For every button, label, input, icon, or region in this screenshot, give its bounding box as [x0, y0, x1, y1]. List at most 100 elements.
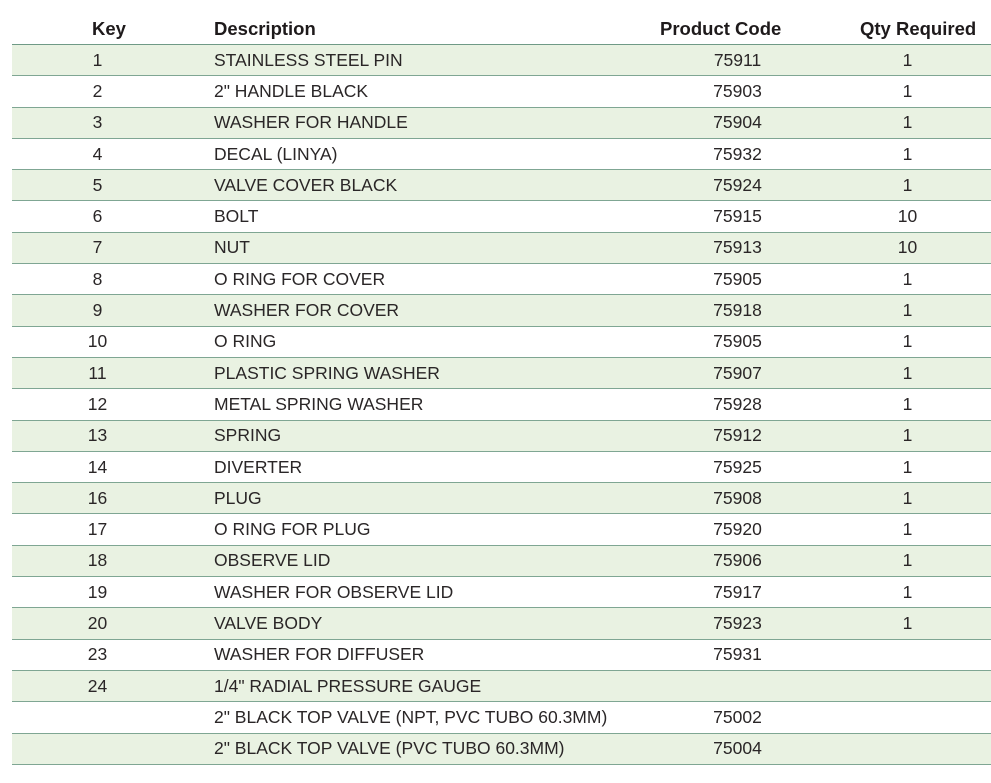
cell-description: VALVE COVER BLACK: [207, 169, 650, 202]
header-qty-required: Qty Required: [828, 13, 991, 45]
table-row: 17 O RING FOR PLUG 75920 1: [12, 513, 991, 546]
table-row: 3 WASHER FOR HANDLE 75904 1: [12, 107, 991, 139]
cell-key: 13: [12, 420, 207, 452]
cell-key: 12: [12, 388, 207, 421]
table-row: 24 1/4" RADIAL PRESSURE GAUGE: [12, 670, 991, 703]
table-row: 1 STAINLESS STEEL PIN 75911 1: [12, 44, 991, 77]
parts-table: Key Description Product Code Qty Require…: [12, 13, 991, 765]
cell-product-code: 75932: [650, 138, 828, 171]
table-row: 7 NUT 75913 10: [12, 232, 991, 265]
table-row: 6 BOLT 75915 10: [12, 200, 991, 233]
cell-description: O RING FOR PLUG: [207, 513, 650, 546]
cell-qty-required: 1: [828, 138, 991, 171]
cell-qty-required: 1: [828, 513, 991, 546]
cell-qty-required: [828, 733, 991, 765]
cell-key: 23: [12, 639, 207, 671]
cell-qty-required: 1: [828, 357, 991, 390]
cell-product-code: 75924: [650, 169, 828, 202]
table-row: 4 DECAL (LINYA) 75932 1: [12, 138, 991, 171]
cell-product-code: 75907: [650, 357, 828, 390]
cell-description: 2" BLACK TOP VALVE (NPT, PVC TUBO 60.3MM…: [207, 701, 650, 734]
cell-product-code: 75923: [650, 607, 828, 640]
cell-description: DIVERTER: [207, 451, 650, 484]
cell-qty-required: 1: [828, 107, 991, 139]
table-row: 20 VALVE BODY 75923 1: [12, 607, 991, 640]
table-body: 1 STAINLESS STEEL PIN 75911 1 2 2" HANDLE BLA…: [12, 44, 991, 765]
cell-description: PLUG: [207, 482, 650, 515]
cell-key: 10: [12, 326, 207, 358]
cell-description: O RING FOR COVER: [207, 263, 650, 296]
cell-qty-required: 1: [828, 576, 991, 609]
cell-product-code: 75915: [650, 200, 828, 233]
cell-product-code: 75908: [650, 482, 828, 515]
cell-key: 19: [12, 576, 207, 609]
cell-description: VALVE BODY: [207, 607, 650, 640]
cell-qty-required: 1: [828, 326, 991, 358]
cell-description: WASHER FOR DIFFUSER: [207, 639, 650, 671]
cell-key: 20: [12, 607, 207, 640]
cell-key: [12, 701, 207, 734]
cell-product-code: 75903: [650, 75, 828, 108]
cell-key: 3: [12, 107, 207, 139]
cell-description: WASHER FOR HANDLE: [207, 107, 650, 139]
cell-description: WASHER FOR OBSERVE LID: [207, 576, 650, 609]
table-row: 5 VALVE COVER BLACK 75924 1: [12, 169, 991, 202]
cell-product-code: 75002: [650, 701, 828, 734]
cell-key: 18: [12, 545, 207, 578]
cell-qty-required: [828, 701, 991, 734]
cell-description: OBSERVE LID: [207, 545, 650, 578]
cell-qty-required: 1: [828, 75, 991, 108]
cell-qty-required: 1: [828, 482, 991, 515]
cell-key: 2: [12, 75, 207, 108]
cell-product-code: 75906: [650, 545, 828, 578]
table-header: Key Description Product Code Qty Require…: [12, 13, 991, 45]
cell-qty-required: 1: [828, 451, 991, 484]
table-row: 10 O RING 75905 1: [12, 326, 991, 358]
table-row: 19 WASHER FOR OBSERVE LID 75917 1: [12, 576, 991, 609]
cell-key: 14: [12, 451, 207, 484]
cell-key: 1: [12, 44, 207, 77]
cell-description: 1/4" RADIAL PRESSURE GAUGE: [207, 670, 650, 703]
cell-product-code: 75912: [650, 420, 828, 452]
cell-qty-required: 1: [828, 44, 991, 77]
table-row: 13 SPRING 75912 1: [12, 420, 991, 452]
cell-description: METAL SPRING WASHER: [207, 388, 650, 421]
cell-qty-required: 10: [828, 200, 991, 233]
header-key: Key: [12, 13, 207, 45]
cell-description: 2" BLACK TOP VALVE (PVC TUBO 60.3MM): [207, 733, 650, 765]
cell-key: 6: [12, 200, 207, 233]
cell-product-code: 75905: [650, 263, 828, 296]
cell-key: 17: [12, 513, 207, 546]
cell-product-code: 75911: [650, 44, 828, 77]
table-row: 23 WASHER FOR DIFFUSER 75931: [12, 639, 991, 671]
cell-description: O RING: [207, 326, 650, 358]
cell-key: 5: [12, 169, 207, 202]
cell-qty-required: [828, 670, 991, 703]
header-description: Description: [207, 13, 650, 45]
cell-qty-required: 1: [828, 420, 991, 452]
cell-description: DECAL (LINYA): [207, 138, 650, 171]
table-row: 2" BLACK TOP VALVE (PVC TUBO 60.3MM) 7500…: [12, 733, 991, 765]
cell-qty-required: 1: [828, 388, 991, 421]
table-row: 11 PLASTIC SPRING WASHER 75907 1: [12, 357, 991, 390]
cell-key: 8: [12, 263, 207, 296]
cell-product-code: 75004: [650, 733, 828, 765]
cell-product-code: 75917: [650, 576, 828, 609]
table-row: 18 OBSERVE LID 75906 1: [12, 545, 991, 578]
cell-qty-required: 1: [828, 169, 991, 202]
cell-description: PLASTIC SPRING WASHER: [207, 357, 650, 390]
cell-key: 7: [12, 232, 207, 265]
cell-product-code: 75905: [650, 326, 828, 358]
cell-qty-required: 10: [828, 232, 991, 265]
cell-qty-required: [828, 639, 991, 671]
table-row: 14 DIVERTER 75925 1: [12, 451, 991, 484]
cell-description: SPRING: [207, 420, 650, 452]
cell-key: 11: [12, 357, 207, 390]
cell-product-code: 75904: [650, 107, 828, 139]
cell-product-code: [650, 670, 828, 703]
cell-product-code: 75928: [650, 388, 828, 421]
cell-description: STAINLESS STEEL PIN: [207, 44, 650, 77]
cell-product-code: 75920: [650, 513, 828, 546]
cell-qty-required: 1: [828, 545, 991, 578]
